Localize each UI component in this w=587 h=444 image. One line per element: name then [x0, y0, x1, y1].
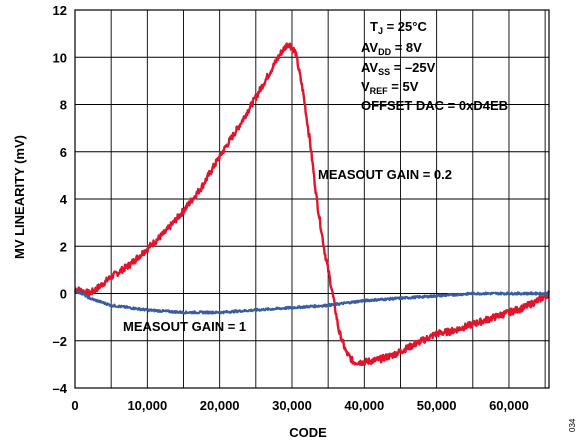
- series-line-gain-0-2: [74, 42, 551, 367]
- figure-id: 034: [568, 418, 577, 432]
- x-tick-label: 50,000: [417, 398, 457, 413]
- y-tick-label: 8: [60, 98, 67, 113]
- x-tick-label: 30,000: [272, 398, 312, 413]
- x-tick-label: 20,000: [200, 398, 240, 413]
- condition-tj: TJ = 25°C: [370, 19, 427, 36]
- condition-avss: AVSS = –25V: [361, 60, 436, 77]
- plot-frame: [74, 9, 550, 389]
- series-label-gain-0-2: MEASOUT GAIN = 0.2: [318, 167, 452, 182]
- condition-avdd: AVDD = 8V: [361, 40, 422, 57]
- x-tick-label: 10,000: [127, 398, 167, 413]
- y-tick-label: 12: [53, 3, 67, 18]
- condition-vref: VREF = 5V: [361, 79, 419, 96]
- y-tick-label: –4: [53, 381, 68, 396]
- x-tick-label: 0: [71, 398, 78, 413]
- y-tick-label: 0: [60, 287, 67, 302]
- conditions-box: TJ = 25°C AVDD = 8V AVSS = –25V VREF = 5…: [361, 19, 508, 113]
- y-tick-label: 2: [60, 239, 67, 254]
- y-tick-label: 6: [60, 145, 67, 160]
- y-tick-label: –2: [53, 334, 67, 349]
- series-line-gain-1: [73, 290, 550, 315]
- x-axis-title: CODE: [289, 425, 327, 440]
- x-tick-label: 60,000: [489, 398, 529, 413]
- series-label-gain-1: MEASOUT GAIN = 1: [123, 319, 246, 334]
- y-axis-title: MV LINEARITY (mV): [12, 135, 27, 259]
- y-tick-label: 10: [53, 50, 67, 65]
- chart-ticks: 0 10,000 20,000 30,000 40,000 50,000 60,000 –4 –…: [53, 3, 529, 413]
- y-tick-label: 4: [60, 192, 68, 207]
- x-tick-label: 40,000: [344, 398, 384, 413]
- condition-offset-dac: OFFSET DAC = 0xD4EB: [361, 98, 508, 113]
- chart-series: [73, 42, 551, 367]
